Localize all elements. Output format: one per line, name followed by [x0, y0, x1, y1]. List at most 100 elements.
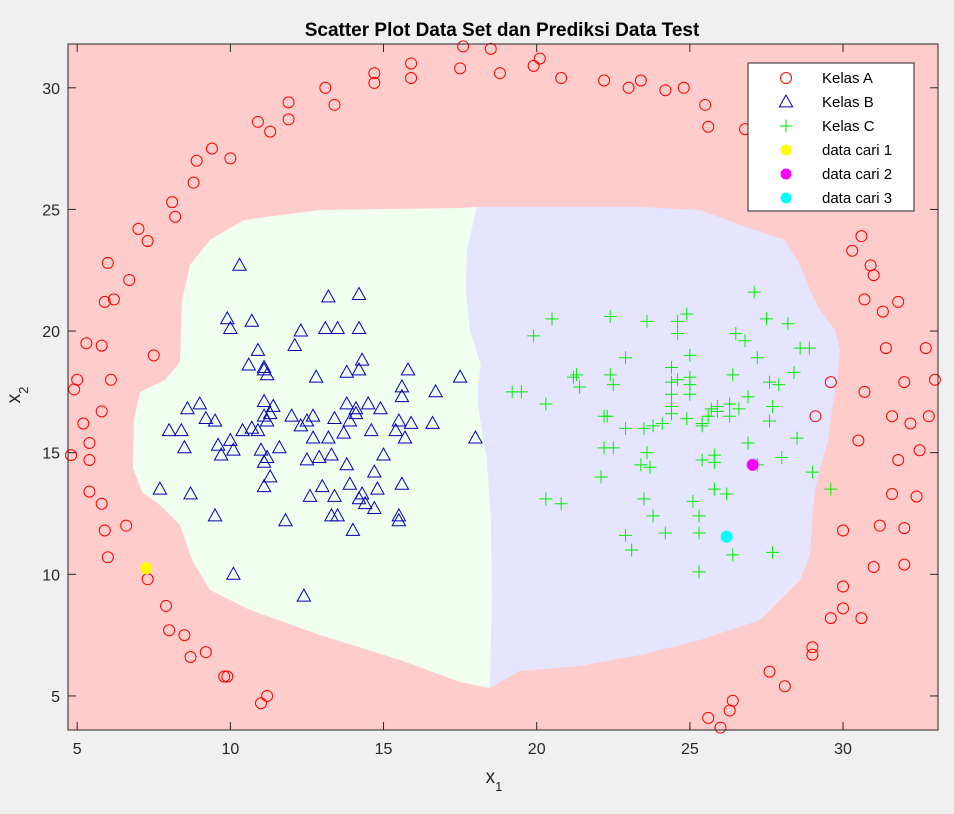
point-kelas-a	[898, 522, 911, 535]
point-kelas-a	[160, 599, 173, 612]
point-kelas-c	[766, 399, 780, 413]
point-kelas-a	[457, 40, 470, 53]
point-kelas-c	[704, 402, 718, 416]
point-kelas-c	[824, 482, 838, 496]
point-kelas-c	[683, 348, 697, 362]
point-kelas-a	[221, 670, 234, 683]
point-kelas-b	[339, 456, 355, 471]
point-kelas-c	[763, 375, 777, 389]
point-kelas-a	[101, 256, 114, 269]
point-kelas-c	[619, 528, 633, 542]
y-tick-label: 15	[42, 446, 60, 463]
point-kelas-a	[806, 648, 819, 661]
point-kelas-b	[348, 405, 364, 420]
point-kelas-c	[781, 317, 795, 331]
point-kelas-c	[671, 373, 685, 387]
point-kelas-b	[351, 286, 367, 300]
x-tick-label: 15	[375, 741, 393, 758]
point-kelas-c	[600, 409, 614, 423]
point-kelas-b	[360, 396, 376, 410]
point-kelas-a	[163, 624, 176, 637]
legend-label-data-cari-3: data cari 3	[822, 190, 892, 207]
point-kelas-c	[720, 487, 734, 501]
point-kelas-a	[123, 273, 136, 286]
point-kelas-a	[101, 551, 114, 564]
point-kelas-c	[695, 419, 709, 433]
point-kelas-c	[664, 399, 678, 413]
point-kelas-c	[664, 361, 678, 375]
point-kelas-a	[80, 337, 93, 350]
axes-box	[67, 43, 939, 731]
point-kelas-c	[646, 419, 660, 433]
legend-label-data-cari-1: data cari 1	[822, 142, 892, 159]
point-kelas-b	[179, 400, 195, 415]
point-kelas-a	[855, 230, 868, 243]
point-kelas-c	[603, 368, 617, 382]
x-tick-label: 25	[681, 741, 699, 758]
point-kelas-b	[363, 422, 379, 437]
point-kelas-a	[83, 485, 96, 498]
point-kelas-a	[282, 113, 295, 126]
y-axis-label-main: x	[4, 393, 25, 403]
point-kelas-c	[640, 314, 654, 328]
point-kelas-b	[183, 486, 199, 500]
legend-box	[747, 62, 915, 212]
point-kelas-b	[336, 425, 352, 439]
point-kelas-b	[235, 422, 251, 437]
point-kelas-c	[658, 526, 672, 540]
point-kelas-b	[259, 366, 275, 381]
point-kelas-c	[643, 460, 657, 474]
point-kelas-a	[892, 295, 905, 308]
point-kelas-a	[702, 120, 715, 133]
point-kelas-b	[330, 320, 346, 335]
x-axis-label-sub: 1	[495, 779, 502, 794]
point-kelas-a	[166, 196, 179, 209]
point-kelas-a	[858, 293, 871, 306]
point-kelas-b	[320, 430, 336, 444]
point-kelas-b	[296, 588, 312, 602]
point-kelas-a	[714, 721, 727, 734]
y-axis-label-sub: 2	[16, 387, 31, 394]
point-kelas-b	[428, 383, 444, 398]
point-kelas-c	[750, 351, 764, 365]
point-kelas-b	[299, 451, 315, 466]
point-kelas-c	[683, 387, 697, 401]
point-kelas-a	[107, 293, 120, 306]
point-kelas-a	[169, 210, 182, 223]
point-kelas-a	[919, 342, 932, 355]
point-kelas-a	[886, 488, 899, 501]
point-kelas-a	[867, 561, 880, 574]
point-kelas-a	[95, 497, 108, 510]
point-kelas-b	[351, 361, 367, 376]
point-kelas-b	[293, 417, 309, 432]
markers	[65, 40, 941, 734]
point-kelas-c	[775, 451, 789, 465]
point-kelas-b	[394, 388, 410, 403]
point-kelas-a	[898, 376, 911, 389]
y-axis-label: x2	[4, 387, 31, 404]
point-kelas-b	[327, 410, 343, 425]
point-kelas-c	[619, 421, 633, 435]
point-kelas-b	[394, 378, 410, 393]
x-tick-label: 5	[73, 741, 82, 758]
point-kelas-b	[161, 422, 177, 437]
point-kelas-a	[910, 490, 923, 503]
region-kelas-c	[466, 207, 840, 688]
point-kelas-a	[699, 98, 712, 111]
point-kelas-c	[634, 458, 648, 472]
legend: Kelas A Kelas B Kelas C data cari 1 data car…	[747, 62, 915, 212]
point-kelas-c	[741, 390, 755, 404]
point-kelas-b	[311, 449, 327, 463]
point-kelas-b	[403, 415, 419, 429]
point-kelas-b	[323, 447, 339, 461]
point-kelas-a	[261, 689, 274, 702]
point-kelas-c	[726, 548, 740, 562]
point-kelas-a	[846, 244, 859, 257]
point-kelas-b	[299, 413, 315, 427]
point-kelas-c	[514, 385, 528, 399]
point-kelas-c	[759, 312, 773, 326]
point-kelas-a	[83, 453, 96, 466]
point-kelas-c	[527, 329, 541, 343]
point-kelas-c	[729, 326, 743, 340]
point-kelas-c	[802, 341, 816, 355]
